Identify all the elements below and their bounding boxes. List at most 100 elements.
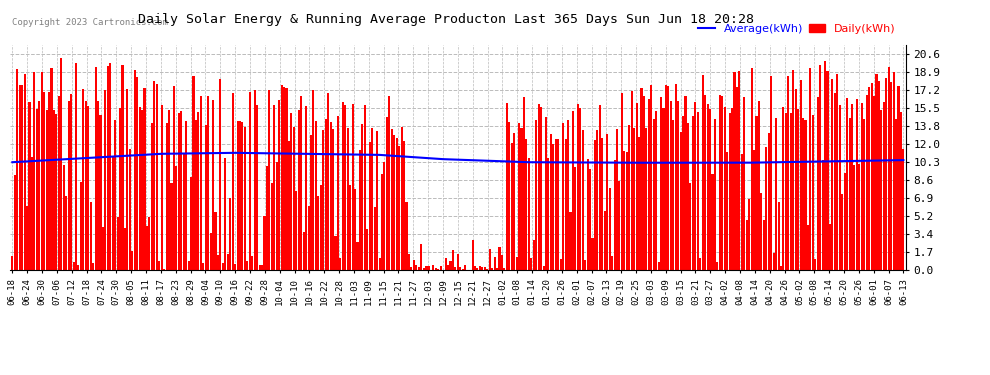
Bar: [197, 112, 199, 270]
Bar: [790, 113, 792, 270]
Bar: [107, 66, 109, 270]
Bar: [503, 268, 506, 270]
Bar: [528, 158, 530, 270]
Bar: [386, 117, 388, 270]
Bar: [368, 142, 371, 270]
Bar: [714, 119, 716, 270]
Bar: [256, 105, 258, 270]
Bar: [797, 109, 799, 270]
Bar: [902, 149, 905, 270]
Bar: [72, 262, 74, 270]
Bar: [410, 267, 413, 270]
Bar: [552, 144, 554, 270]
Bar: [662, 108, 664, 270]
Bar: [589, 169, 591, 270]
Bar: [413, 261, 415, 270]
Bar: [340, 258, 342, 270]
Bar: [834, 93, 836, 270]
Bar: [741, 154, 742, 270]
Bar: [484, 267, 486, 270]
Bar: [119, 108, 121, 270]
Bar: [544, 117, 547, 270]
Bar: [97, 101, 99, 270]
Bar: [633, 128, 636, 270]
Bar: [124, 228, 126, 270]
Bar: [717, 262, 719, 270]
Bar: [29, 102, 31, 270]
Bar: [244, 127, 246, 270]
Bar: [697, 112, 699, 270]
Bar: [183, 153, 185, 270]
Bar: [318, 196, 320, 270]
Bar: [190, 177, 192, 270]
Bar: [655, 111, 657, 270]
Bar: [885, 78, 887, 270]
Bar: [567, 120, 569, 270]
Bar: [222, 263, 224, 270]
Bar: [765, 147, 767, 270]
Bar: [782, 107, 784, 270]
Bar: [403, 141, 405, 270]
Bar: [822, 160, 824, 270]
Bar: [378, 258, 380, 270]
Bar: [112, 156, 114, 270]
Bar: [719, 95, 721, 270]
Bar: [354, 189, 356, 270]
Bar: [824, 61, 826, 270]
Bar: [704, 95, 706, 270]
Bar: [428, 266, 430, 270]
Bar: [49, 92, 50, 270]
Bar: [521, 129, 523, 270]
Bar: [611, 256, 613, 270]
Bar: [855, 99, 858, 270]
Bar: [810, 68, 812, 270]
Bar: [709, 109, 711, 270]
Bar: [819, 64, 822, 270]
Bar: [538, 104, 540, 270]
Bar: [175, 166, 177, 270]
Bar: [16, 69, 18, 270]
Bar: [242, 122, 244, 270]
Bar: [298, 110, 300, 270]
Bar: [582, 130, 584, 270]
Bar: [863, 119, 865, 270]
Bar: [636, 103, 638, 270]
Bar: [739, 71, 741, 270]
Bar: [415, 265, 418, 270]
Bar: [332, 129, 334, 270]
Bar: [165, 123, 167, 270]
Bar: [541, 107, 543, 270]
Bar: [373, 207, 375, 270]
Bar: [547, 158, 549, 270]
Bar: [52, 110, 55, 270]
Bar: [300, 96, 302, 270]
Bar: [846, 98, 848, 270]
Bar: [682, 116, 684, 270]
Bar: [313, 90, 315, 270]
Bar: [569, 212, 571, 270]
Bar: [631, 92, 633, 270]
Bar: [345, 105, 346, 270]
Bar: [599, 105, 601, 270]
Bar: [777, 202, 779, 270]
Bar: [271, 183, 273, 270]
Bar: [363, 105, 366, 270]
Bar: [305, 106, 307, 270]
Bar: [70, 94, 72, 270]
Bar: [205, 126, 207, 270]
Bar: [900, 112, 902, 270]
Bar: [638, 137, 641, 270]
Bar: [170, 183, 172, 270]
Bar: [647, 99, 649, 270]
Bar: [351, 104, 353, 270]
Bar: [587, 159, 589, 270]
Bar: [494, 257, 496, 270]
Bar: [268, 90, 270, 270]
Bar: [677, 101, 679, 270]
Bar: [75, 63, 77, 270]
Bar: [501, 255, 503, 270]
Bar: [880, 110, 882, 270]
Bar: [734, 72, 736, 270]
Bar: [474, 266, 476, 270]
Bar: [609, 188, 611, 270]
